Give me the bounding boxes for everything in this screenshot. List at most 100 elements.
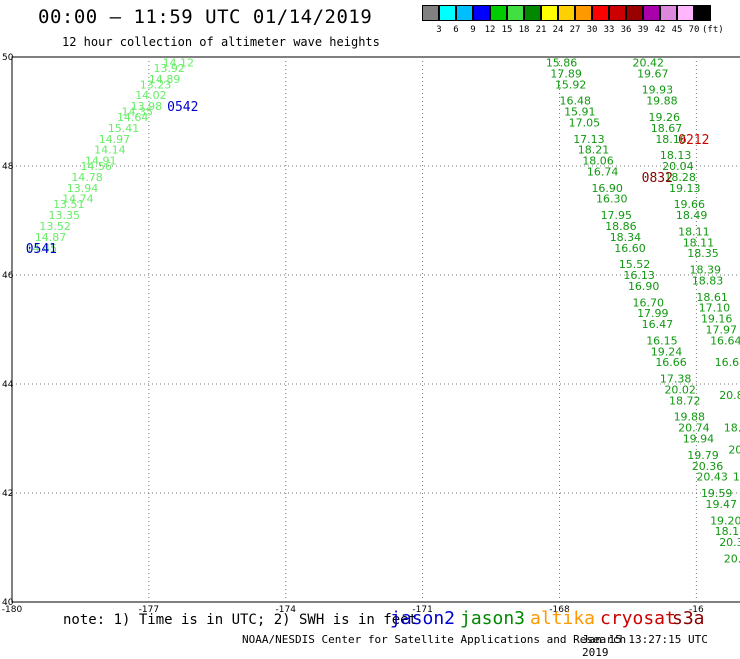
swh-value: 15.91 [564, 106, 596, 119]
legend-swatch [490, 5, 507, 21]
swh-value: 16.90 [591, 182, 623, 195]
satellite-label-cryosat: cryosat [600, 608, 676, 629]
x-tick-label: -16 [689, 605, 704, 615]
swh-value: 16.68 [715, 356, 740, 369]
swh-value: 13.51 [53, 198, 85, 211]
pass-time-label: 0832 [642, 171, 673, 186]
credit-line: NOAA/NESDIS Center for Satellite Applica… [242, 633, 627, 646]
swh-value: 20.74 [678, 422, 710, 435]
pass-time-label: 0542 [167, 100, 198, 115]
swh-value: 14.12 [163, 56, 195, 69]
swh-value: 18.34 [610, 231, 642, 244]
legend-label: 33 [603, 25, 615, 35]
swh-value: 14.74 [62, 193, 94, 206]
legend-swatch [507, 5, 524, 21]
y-tick-label: 50 [2, 53, 14, 63]
swh-value: 17.38 [660, 373, 692, 386]
swh-value: 20.69 [724, 552, 740, 565]
x-tick-label: -171 [412, 605, 432, 615]
swh-value: 17.97 [706, 324, 738, 337]
swh-value: 19.88 [674, 411, 706, 424]
satellite-label-s3a: s3a [672, 608, 705, 629]
legend-label: 18 [518, 25, 530, 35]
swh-value: 16.15 [646, 334, 678, 347]
swh-value: 16.64 [710, 334, 740, 347]
swh-value: 13.92 [153, 62, 185, 75]
swh-value: 16.74 [587, 165, 619, 178]
satellite-label-altika: altika [530, 608, 596, 629]
swh-value: 20.67 [728, 443, 740, 456]
swh-value: 18.39 [690, 264, 722, 277]
swh-value: 19.94 [683, 433, 715, 446]
swh-value: 19.79 [687, 449, 719, 462]
swh-value: 14.89 [149, 73, 181, 86]
legend-swatch [677, 5, 694, 21]
swh-value: 15.86 [546, 56, 578, 69]
swh-value: 16.90 [628, 280, 660, 293]
swh-value: 18.11 [678, 225, 710, 238]
swh-value: 17.05 [569, 116, 601, 129]
legend-swatch [439, 5, 456, 21]
swh-value: 19.93 [642, 84, 674, 97]
y-tick-label: 42 [2, 489, 13, 499]
swh-value: 18.35 [687, 247, 719, 260]
legend-swatch [456, 5, 473, 21]
swh-value: 19.88 [646, 95, 678, 108]
swh-value: 14.64 [117, 111, 149, 124]
y-tick-label: 48 [2, 162, 14, 172]
swh-value: 17.89 [550, 67, 582, 80]
legend-swatch [643, 5, 660, 21]
swh-value: 18.61 [696, 291, 728, 304]
swh-value: 16.13 [623, 269, 655, 282]
swh-value: 20.36 [692, 460, 724, 473]
y-tick-label: 44 [2, 380, 14, 390]
swh-value: 13.94 [67, 182, 99, 195]
x-tick-label: -174 [276, 605, 297, 615]
swh-value: 16.30 [596, 193, 628, 206]
swh-value: 17.95 [601, 209, 633, 222]
plot-frame [11, 56, 740, 603]
swh-value: 18.13 [660, 149, 692, 162]
swh-value: 17.13 [573, 133, 605, 146]
swh-value: 18.67 [651, 122, 683, 135]
swh-value: 18.72 [669, 394, 701, 407]
legend-label: 27 [569, 25, 581, 35]
swh-value: 19.26 [648, 111, 680, 124]
swh-value: 13.23 [140, 78, 172, 91]
legend-swatch [422, 5, 439, 21]
swh-value: 19.13 [669, 182, 701, 195]
legend-label: 70 [688, 25, 700, 35]
legend-swatch [558, 5, 575, 21]
swh-value: 16.60 [614, 242, 646, 255]
swh-value: 14.02 [135, 89, 167, 102]
legend-label: 30 [586, 25, 598, 35]
swh-value: 14.78 [71, 171, 103, 184]
swh-value: 18.18 [715, 525, 740, 538]
swh-value: 18.86 [605, 220, 637, 233]
legend-label: 39 [637, 25, 649, 35]
legend-swatch [626, 5, 643, 21]
swh-value: 14.97 [99, 133, 131, 146]
pass-time-label: 0212 [678, 133, 709, 148]
swh-value: 17.99 [637, 307, 669, 320]
swh-value: 18.16 [655, 133, 687, 146]
footer-note: note: 1) Time is in UTC; 2) SWH is in fe… [63, 612, 418, 628]
swh-value: 18.83 [692, 274, 724, 287]
swh-value: 18.21 [578, 144, 610, 157]
swh-value: 16.70 [633, 296, 665, 309]
legend-label: 3 [436, 25, 442, 35]
swh-value: 15.92 [555, 78, 587, 91]
legend-swatch [592, 5, 609, 21]
swh-value: 14.87 [35, 231, 67, 244]
legend-label: 21 [535, 25, 547, 35]
swh-value: 14.45 [26, 242, 58, 255]
swh-value: 17.10 [699, 302, 731, 315]
swh-value: 18.49 [676, 209, 708, 222]
legend-swatch [473, 5, 490, 21]
legend-label: 6 [453, 25, 459, 35]
swh-value: 13.52 [39, 220, 71, 233]
legend-label: (ft) [702, 25, 724, 35]
swh-value: 16.66 [655, 356, 687, 369]
swh-value: 18.75 [724, 422, 740, 435]
